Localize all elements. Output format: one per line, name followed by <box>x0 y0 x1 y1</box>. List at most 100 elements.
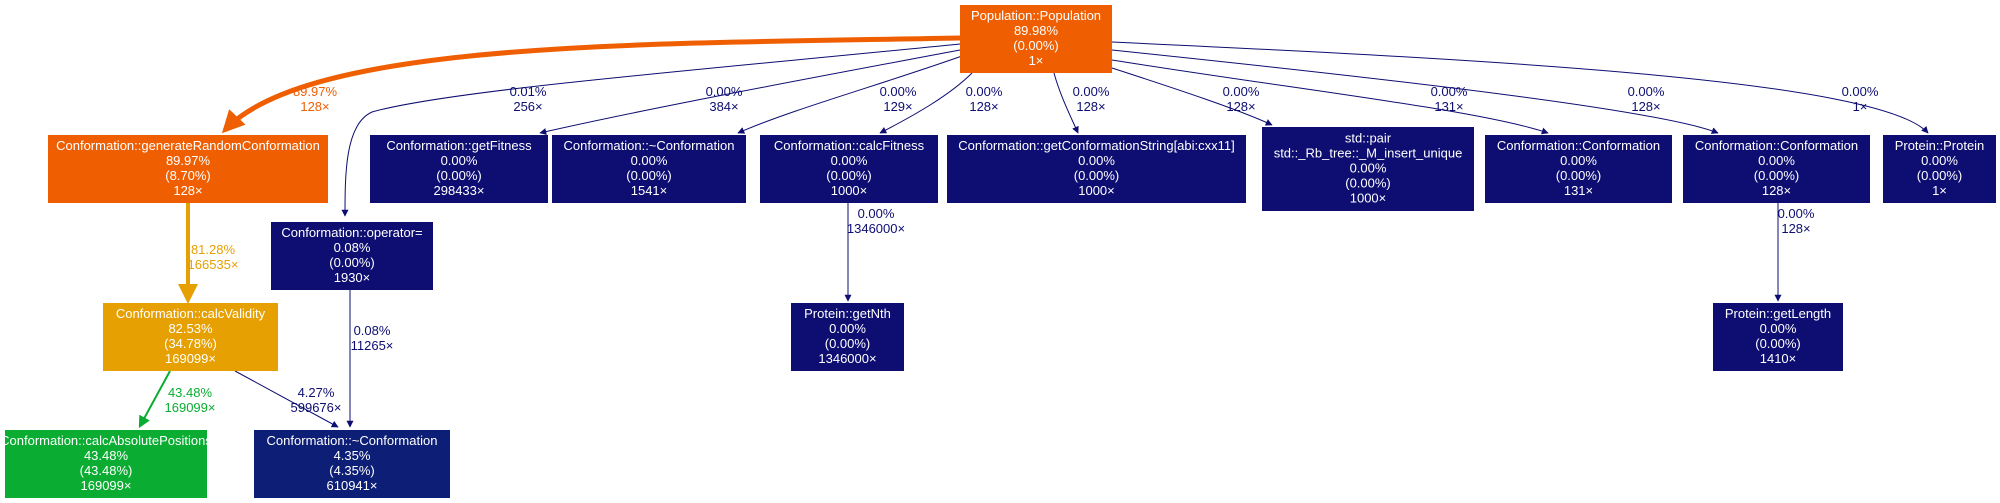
node-stat-line: 1930× <box>334 270 371 285</box>
node-function-name: std::pair <box>1345 131 1392 146</box>
edge-percent-label: 4.27% <box>298 385 335 400</box>
node-function-name: Conformation::generateRandomConformation <box>56 138 320 153</box>
edge-population-to-get-fitness <box>539 49 961 135</box>
edge-percent-label: 43.48% <box>168 385 213 400</box>
node-stat-line: 610941× <box>327 478 378 493</box>
node-stat-line: 1541× <box>631 183 668 198</box>
node-box <box>48 135 328 203</box>
node-stat-line: 4.35% <box>334 448 371 463</box>
node-stat-line: 298433× <box>434 183 485 198</box>
node-generate-random[interactable]: Conformation::generateRandomConformation… <box>48 135 328 203</box>
edge-calls-label: 599676× <box>291 400 342 415</box>
node-get-conf-string[interactable]: Conformation::getConformationString[abi:… <box>947 135 1246 203</box>
node-stat-line: 0.00% <box>1078 153 1115 168</box>
node-stat-line: (0.00%) <box>825 336 871 351</box>
node-stat-line: 128× <box>173 183 202 198</box>
node-stat-line: 0.00% <box>1350 161 1387 176</box>
node-function-name: Protein::getLength <box>1725 306 1831 321</box>
node-box <box>960 5 1112 73</box>
node-stat-line: 0.00% <box>1760 321 1797 336</box>
node-ctor-128[interactable]: Conformation::Conformation0.00%(0.00%)12… <box>1683 135 1870 203</box>
edge-calc-validity-to-destructor-bottom <box>234 370 339 428</box>
edge-population-to-rb-tree-insert <box>1111 67 1273 126</box>
node-box <box>1262 127 1474 211</box>
node-destructor-bottom[interactable]: Conformation::~Conformation4.35%(4.35%)6… <box>254 430 450 498</box>
node-calc-fitness[interactable]: Conformation::calcFitness0.00%(0.00%)100… <box>760 135 938 203</box>
edge-population-to-generate-random <box>221 35 961 134</box>
edge-percent-label: 0.00% <box>1778 206 1815 221</box>
node-stat-line: 128× <box>1762 183 1791 198</box>
edge-calc-validity-to-calc-abs-positions <box>138 370 171 429</box>
node-stat-line: (0.00%) <box>1754 168 1800 183</box>
node-stat-line: 0.00% <box>1560 153 1597 168</box>
edge-percent-label: 0.00% <box>706 84 743 99</box>
node-stat-line: 0.08% <box>334 240 371 255</box>
node-stat-line: (0.00%) <box>1755 336 1801 351</box>
node-stat-line: (0.00%) <box>329 255 375 270</box>
node-function-name: Conformation::~Conformation <box>267 433 438 448</box>
node-stat-line: (0.00%) <box>1917 168 1963 183</box>
node-stat-line: (0.00%) <box>826 168 872 183</box>
node-function-name: Conformation::getFitness <box>386 138 532 153</box>
edge-percent-label: 0.08% <box>354 323 391 338</box>
node-box <box>254 430 450 498</box>
node-stat-line: (0.00%) <box>1556 168 1602 183</box>
edge-calls-label: 131× <box>1434 99 1463 114</box>
node-stat-line: 169099× <box>81 478 132 493</box>
edge-percent-label: 0.01% <box>510 84 547 99</box>
edges-layer: 89.97%128×0.01%256×0.00%384×0.00%129×0.0… <box>138 35 1929 429</box>
edge-population-to-ctor-128 <box>1111 49 1719 134</box>
node-operator-assign[interactable]: Conformation::operator=0.08%(0.00%)1930× <box>271 222 433 290</box>
node-function-name: Conformation::calcFitness <box>774 138 925 153</box>
node-stat-line: (0.00%) <box>436 168 482 183</box>
node-calc-validity[interactable]: Conformation::calcValidity82.53%(34.78%)… <box>103 303 278 371</box>
edge-percent-label: 0.00% <box>858 206 895 221</box>
edge-percent-label: 0.00% <box>1842 84 1879 99</box>
edge-percent-label: 89.97% <box>293 84 338 99</box>
node-calc-abs-positions[interactable]: Conformation::calcAbsolutePositions43.48… <box>0 430 212 498</box>
node-stat-line: (0.00%) <box>1074 168 1120 183</box>
edge-calls-label: 129× <box>883 99 912 114</box>
node-rb-tree-insert[interactable]: std::pairstd::_Rb_tree::_M_insert_unique… <box>1262 127 1474 211</box>
node-box <box>552 135 746 203</box>
node-stat-line: (4.35%) <box>329 463 375 478</box>
node-stat-line: 0.00% <box>829 321 866 336</box>
node-stat-line: 43.48% <box>84 448 129 463</box>
node-destructor-top[interactable]: Conformation::~Conformation0.00%(0.00%)1… <box>552 135 746 203</box>
node-stat-line: 1× <box>1029 53 1044 68</box>
node-stat-line: std::_Rb_tree::_M_insert_unique <box>1274 146 1463 161</box>
node-stat-line: 0.00% <box>1758 153 1795 168</box>
edge-calls-label: 256× <box>513 99 542 114</box>
node-stat-line: 89.98% <box>1014 23 1059 38</box>
node-box <box>947 135 1246 203</box>
node-box <box>1683 135 1870 203</box>
node-stat-line: 169099× <box>165 351 216 366</box>
node-get-fitness[interactable]: Conformation::getFitness0.00%(0.00%)2984… <box>370 135 548 203</box>
edge-population-to-destructor-top <box>737 55 963 134</box>
node-stat-line: (43.48%) <box>80 463 133 478</box>
edge-percent-label: 0.00% <box>1223 84 1260 99</box>
edge-population-to-calc-fitness <box>879 72 973 134</box>
node-function-name: Conformation::calcAbsolutePositions <box>0 433 212 448</box>
node-stat-line: 0.00% <box>441 153 478 168</box>
node-box <box>103 303 278 371</box>
node-box <box>791 303 904 371</box>
edge-population-to-protein-ctor <box>1111 41 1929 134</box>
edge-calls-label: 384× <box>709 99 738 114</box>
node-box <box>370 135 548 203</box>
node-ctor-131[interactable]: Conformation::Conformation0.00%(0.00%)13… <box>1485 135 1672 203</box>
node-function-name: Conformation::operator= <box>281 225 422 240</box>
edge-population-to-ctor-131 <box>1111 59 1549 135</box>
edge-calls-label: 169099× <box>165 400 216 415</box>
edge-calls-label: 128× <box>969 99 998 114</box>
node-function-name: Protein::Protein <box>1895 138 1985 153</box>
node-function-name: Protein::getNth <box>804 306 891 321</box>
edge-percent-label: 0.00% <box>1628 84 1665 99</box>
node-stat-line: (0.00%) <box>1013 38 1059 53</box>
node-box <box>1485 135 1672 203</box>
